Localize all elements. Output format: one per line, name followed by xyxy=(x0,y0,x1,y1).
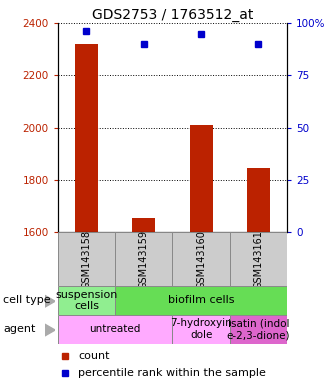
Text: percentile rank within the sample: percentile rank within the sample xyxy=(79,368,266,378)
Bar xyxy=(247,168,270,232)
Bar xyxy=(115,232,173,286)
Bar xyxy=(58,232,115,286)
Text: isatin (indol
e-2,3-dione): isatin (indol e-2,3-dione) xyxy=(227,318,290,340)
Text: cell type: cell type xyxy=(3,295,51,305)
Bar xyxy=(173,315,230,344)
Text: GSM143158: GSM143158 xyxy=(82,230,91,289)
Text: GSM143160: GSM143160 xyxy=(196,230,206,289)
Bar xyxy=(132,218,155,232)
Text: biofilm cells: biofilm cells xyxy=(168,295,234,306)
Text: suspension
cells: suspension cells xyxy=(55,290,117,311)
Bar xyxy=(173,232,230,286)
Text: GSM143161: GSM143161 xyxy=(253,230,263,289)
Polygon shape xyxy=(45,324,55,336)
Text: 7-hydroxyin
dole: 7-hydroxyin dole xyxy=(170,318,232,340)
Text: agent: agent xyxy=(3,324,36,334)
Bar xyxy=(75,44,98,232)
Bar xyxy=(190,125,213,232)
Text: untreated: untreated xyxy=(89,324,141,334)
Text: count: count xyxy=(79,351,110,361)
Polygon shape xyxy=(45,295,55,307)
Bar xyxy=(58,286,115,315)
Bar xyxy=(230,315,287,344)
Bar xyxy=(115,286,287,315)
Title: GDS2753 / 1763512_at: GDS2753 / 1763512_at xyxy=(92,8,253,22)
Bar xyxy=(58,315,173,344)
Bar xyxy=(230,232,287,286)
Text: GSM143159: GSM143159 xyxy=(139,230,149,289)
